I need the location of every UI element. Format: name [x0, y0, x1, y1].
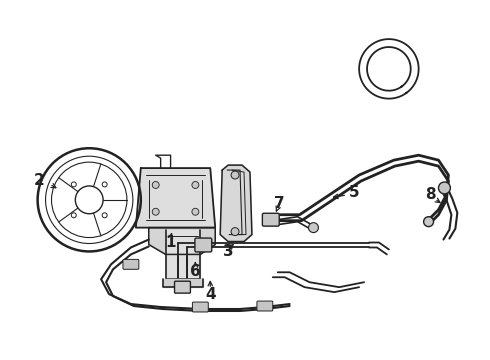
Circle shape — [192, 181, 199, 188]
Circle shape — [231, 228, 239, 235]
Circle shape — [102, 213, 107, 218]
Polygon shape — [220, 165, 252, 242]
FancyBboxPatch shape — [195, 238, 212, 252]
FancyBboxPatch shape — [123, 260, 139, 269]
Text: 7: 7 — [274, 196, 285, 211]
Circle shape — [71, 182, 76, 187]
Polygon shape — [136, 168, 215, 228]
Text: 2: 2 — [34, 172, 45, 188]
Circle shape — [309, 223, 318, 233]
FancyBboxPatch shape — [257, 301, 273, 311]
Circle shape — [424, 217, 434, 227]
Text: 4: 4 — [205, 287, 216, 302]
Text: 5: 5 — [349, 185, 360, 201]
Circle shape — [152, 181, 159, 188]
Polygon shape — [166, 230, 200, 279]
Text: 8: 8 — [425, 188, 436, 202]
Circle shape — [102, 182, 107, 187]
Circle shape — [71, 213, 76, 218]
Circle shape — [192, 208, 199, 215]
FancyBboxPatch shape — [174, 281, 191, 293]
Polygon shape — [163, 279, 203, 287]
Circle shape — [439, 182, 450, 194]
FancyBboxPatch shape — [193, 302, 208, 312]
FancyBboxPatch shape — [262, 213, 279, 226]
Circle shape — [231, 171, 239, 179]
Text: 3: 3 — [223, 244, 233, 259]
Text: 6: 6 — [190, 264, 201, 279]
Text: 1: 1 — [165, 235, 176, 250]
Polygon shape — [149, 228, 215, 255]
Circle shape — [152, 208, 159, 215]
